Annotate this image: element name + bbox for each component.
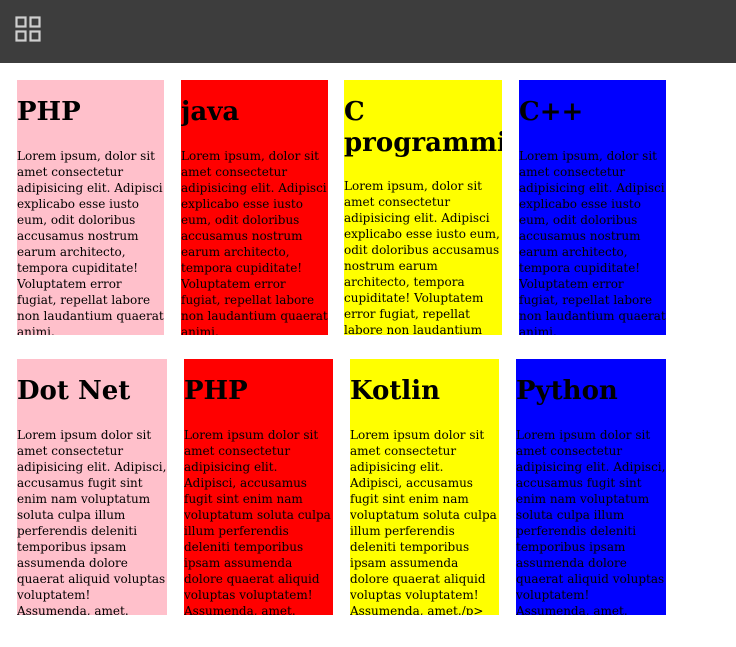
card-java: java Lorem ipsum, dolor sit amet consect… bbox=[181, 80, 328, 335]
card-title: Dot Net bbox=[17, 376, 131, 406]
top-app-bar bbox=[0, 0, 736, 63]
card-c-programming: C programming Lorem ipsum, dolor sit ame… bbox=[344, 80, 502, 335]
card-text: Lorem ipsum dolor sit amet consectetur a… bbox=[516, 428, 666, 615]
card-text: Lorem ipsum, dolor sit amet consectetur … bbox=[181, 149, 328, 335]
card-title: PHP bbox=[17, 97, 81, 127]
card-text: Lorem ipsum dolor sit amet consectetur a… bbox=[350, 428, 497, 615]
card-dot-net: Dot Net Lorem ipsum dolor sit amet conse… bbox=[17, 359, 167, 615]
card-title: PHP bbox=[184, 376, 248, 406]
card-php-2: PHP Lorem ipsum dolor sit amet consectet… bbox=[184, 359, 333, 615]
card-text: Lorem ipsum, dolor sit amet consectetur … bbox=[344, 179, 500, 335]
card-title: C programming bbox=[344, 97, 502, 158]
grid-menu-button[interactable] bbox=[14, 15, 42, 43]
card-php: PHP Lorem ipsum, dolor sit amet consecte… bbox=[17, 80, 164, 335]
card-text: Lorem ipsum dolor sit amet consectetur a… bbox=[17, 428, 167, 615]
card-text: Lorem ipsum, dolor sit amet consectetur … bbox=[17, 149, 164, 335]
card-kotlin: Kotlin Lorem ipsum dolor sit amet consec… bbox=[350, 359, 499, 615]
card-text: Lorem ipsum dolor sit amet consectetur a… bbox=[184, 428, 331, 615]
card-title: java bbox=[181, 97, 240, 127]
card-title: C++ bbox=[519, 97, 584, 127]
card-python: Python Lorem ipsum dolor sit amet consec… bbox=[516, 359, 666, 615]
card-title: Python bbox=[516, 376, 618, 406]
card-text: Lorem ipsum, dolor sit amet consectetur … bbox=[519, 149, 666, 335]
grid-icon bbox=[14, 15, 42, 43]
card-title: Kotlin bbox=[350, 376, 441, 406]
card-cpp: C++ Lorem ipsum, dolor sit amet consecte… bbox=[519, 80, 666, 335]
